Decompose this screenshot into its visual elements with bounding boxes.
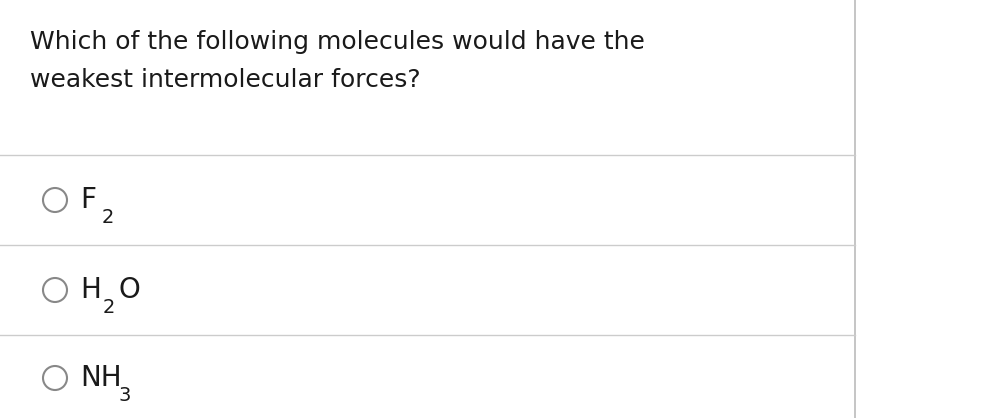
Text: Which of the following molecules would have the: Which of the following molecules would h…	[30, 30, 645, 54]
Text: F: F	[80, 186, 96, 214]
Text: NH: NH	[80, 364, 122, 392]
Text: H: H	[80, 276, 101, 304]
Text: 2: 2	[103, 298, 115, 317]
Text: weakest intermolecular forces?: weakest intermolecular forces?	[30, 68, 420, 92]
Text: 3: 3	[118, 386, 131, 405]
Text: O: O	[118, 276, 140, 304]
Text: 2: 2	[102, 208, 114, 227]
